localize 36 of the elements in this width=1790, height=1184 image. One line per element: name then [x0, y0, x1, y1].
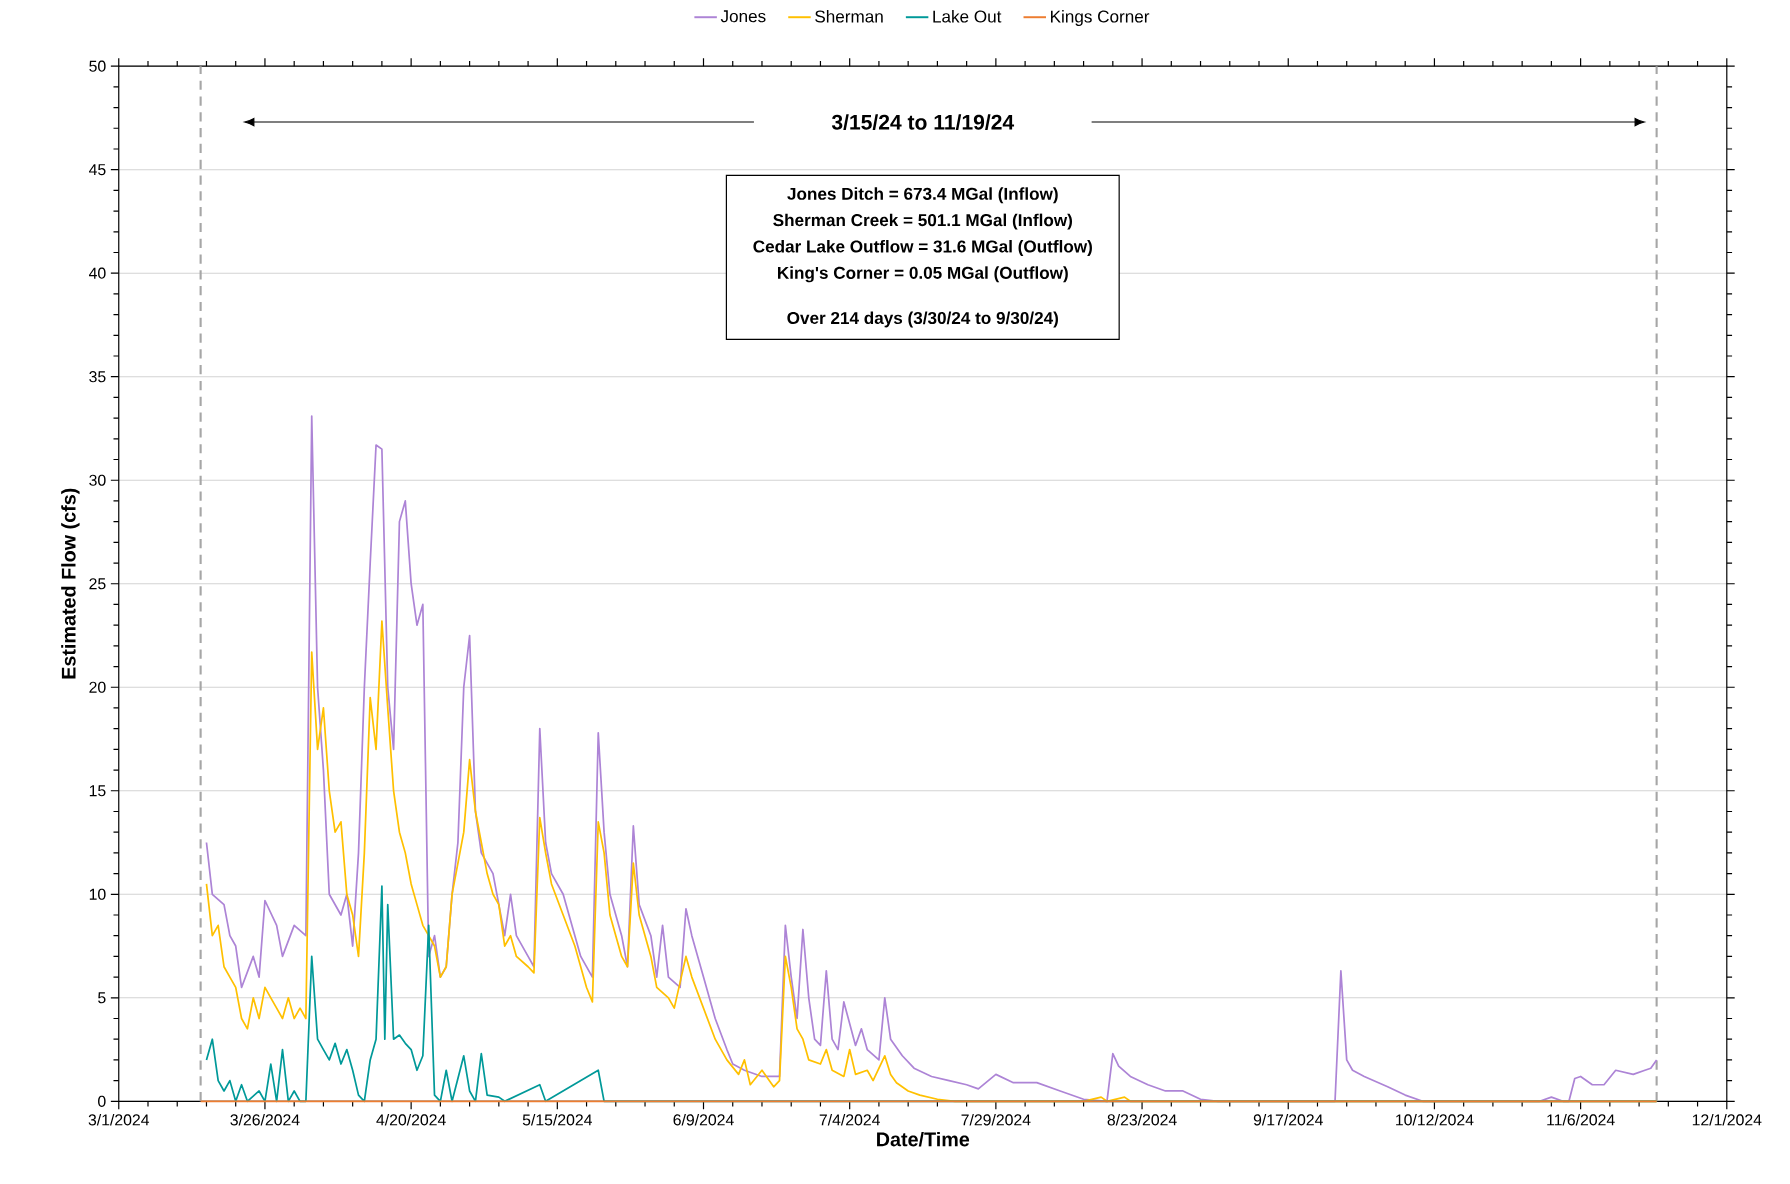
annotation: Jones Ditch = 673.4 MGal (Inflow) [787, 187, 1058, 204]
legend-label: Kings Corner [1051, 9, 1150, 26]
annotation: 3/15/24 to 11/19/24 [831, 114, 1015, 130]
x-tick-label: 7/29/2024 [961, 1113, 1031, 1126]
y-tick-label: 45 [89, 164, 106, 176]
y-tick-label: 35 [89, 370, 106, 383]
x-tick-label: 11/6/2024 [1547, 1113, 1615, 1126]
x-tick-label: 8/23/2024 [1107, 1113, 1177, 1126]
y-tick-label: 0 [98, 1095, 106, 1107]
y-tick-label: 10 [89, 888, 106, 900]
y-axis-title: Estimated Flow (cfs) [61, 488, 80, 679]
x-tick-label: 6/9/2024 [673, 1113, 734, 1126]
line-series [205, 415, 1658, 1103]
annotation: Sherman Creek = 501.1 MGal (Inflow) [773, 213, 1073, 230]
x-tick-label: 5/15/2024 [522, 1113, 592, 1126]
y-tick-label: 25 [89, 578, 106, 590]
y-tick-label: 40 [89, 267, 106, 279]
y-tick-label: 15 [89, 785, 106, 797]
x-tick-label: 3/26/2024 [230, 1113, 300, 1126]
x-tick-label: 4/20/2024 [376, 1113, 446, 1126]
legend-label: Sherman [815, 9, 883, 23]
y-tick-label: 5 [98, 992, 106, 1004]
x-tick-label: 3/1/2024 [88, 1113, 150, 1126]
x-axis-title: Date/Time [877, 1131, 970, 1147]
x-tick-label: 12/1/2024 [1692, 1113, 1762, 1126]
y-tick-label: 50 [89, 60, 106, 72]
legend-label: Lake Out [933, 9, 1002, 23]
y-tick-label: 30 [89, 474, 106, 486]
x-tick-label: 7/4/2024 [819, 1113, 880, 1126]
annotation: King's Corner = 0.05 MGal (Outflow) [778, 266, 1068, 283]
x-tick-label: 10/12/2024 [1396, 1113, 1474, 1126]
annotation: Over 214 days (3/30/24 to 9/30/24) [787, 311, 1058, 328]
y-tick-label: 20 [89, 681, 106, 693]
legend-label: Jones [720, 10, 766, 23]
annotation: Cedar Lake Outflow = 31.6 MGal (Outflow) [753, 239, 1092, 256]
x-tick-label: 9/17/2024 [1253, 1113, 1323, 1126]
